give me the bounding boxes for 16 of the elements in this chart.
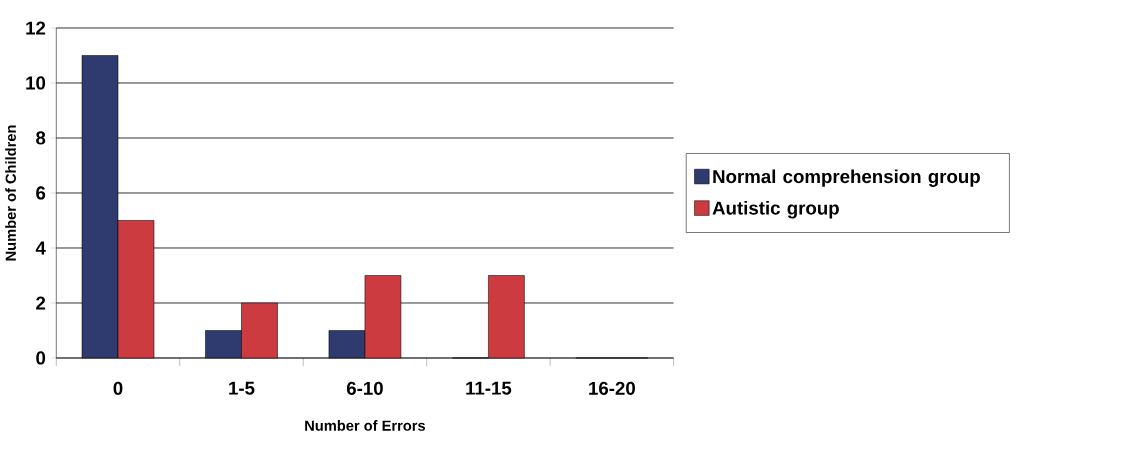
y-tick-label: 2 bbox=[36, 296, 46, 310]
y-tick-label: 0 bbox=[36, 351, 46, 365]
y-tick-label: 10 bbox=[26, 76, 46, 90]
legend-label: Autistic group bbox=[712, 200, 839, 219]
x-axis-title: Number of Errors bbox=[305, 420, 426, 431]
y-tick-label: 6 bbox=[36, 186, 46, 200]
x-tick-label: 11-15 bbox=[466, 381, 512, 395]
y-tick-label: 4 bbox=[35, 241, 46, 255]
y-axis-title: Number of Children bbox=[5, 125, 16, 261]
x-tick-label: 0 bbox=[113, 381, 123, 395]
legend-label: Normal comprehension group bbox=[713, 169, 980, 187]
y-tick-label: 8 bbox=[36, 131, 46, 145]
x-tick-label: 1-5 bbox=[229, 381, 255, 395]
x-tick-label: 6-10 bbox=[346, 381, 383, 395]
x-tick-label: 16-20 bbox=[589, 381, 635, 395]
y-tick-label: 12 bbox=[26, 21, 46, 35]
